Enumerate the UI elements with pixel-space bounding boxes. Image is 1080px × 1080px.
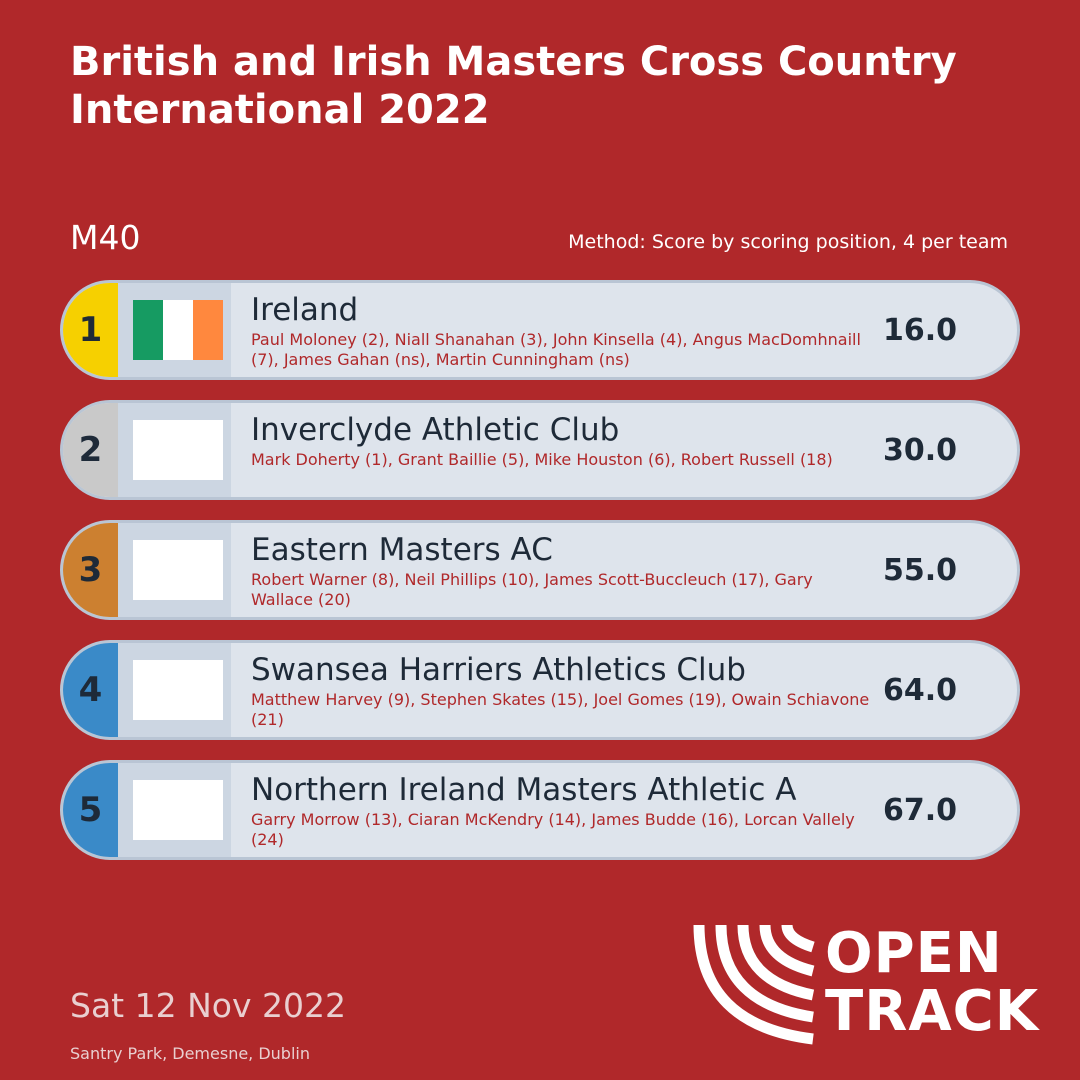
team-members: Matthew Harvey (9), Stephen Skates (15),… <box>251 690 870 729</box>
blank-flag-icon <box>133 780 223 840</box>
opentrack-logo-icon <box>693 925 815 1045</box>
team-members: Garry Morrow (13), Ciaran McKendry (14),… <box>251 810 855 849</box>
ireland-flag-icon <box>133 300 223 360</box>
team-row: 2 Inverclyde Athletic Club Mark Doherty … <box>60 400 1020 500</box>
team-score: 55.0 <box>883 552 958 588</box>
logo-text: OPEN TRACK <box>825 925 1039 1041</box>
team-score: 16.0 <box>883 312 958 348</box>
team-row: 4 Swansea Harriers Athletics Club Matthe… <box>60 640 1020 740</box>
team-name: Northern Ireland Masters Athletic A <box>251 772 797 808</box>
team-row: 1 Ireland Paul Moloney (2), Niall Shanah… <box>60 280 1020 380</box>
flag-area <box>118 643 231 737</box>
rank-badge: 3 <box>63 523 118 617</box>
team-name: Inverclyde Athletic Club <box>251 412 620 448</box>
blank-flag-icon <box>133 420 223 480</box>
flag-area <box>118 763 231 857</box>
team-name: Eastern Masters AC <box>251 532 553 568</box>
team-members: Robert Warner (8), Neil Phillips (10), J… <box>251 570 813 609</box>
team-members: Paul Moloney (2), Niall Shanahan (3), Jo… <box>251 330 861 369</box>
team-name: Ireland <box>251 292 359 328</box>
flag-area <box>118 403 231 497</box>
scoring-method: Method: Score by scoring position, 4 per… <box>568 231 1008 253</box>
rank-badge: 1 <box>63 283 118 377</box>
team-row: 5 Northern Ireland Masters Athletic A Ga… <box>60 760 1020 860</box>
team-score: 30.0 <box>883 432 958 468</box>
team-members: Mark Doherty (1), Grant Baillie (5), Mik… <box>251 450 833 469</box>
team-row: 3 Eastern Masters AC Robert Warner (8), … <box>60 520 1020 620</box>
logo-line-open: OPEN <box>825 921 1003 986</box>
logo-line-track: TRACK <box>825 979 1040 1044</box>
opentrack-logo: OPEN TRACK <box>693 925 1053 1045</box>
flag-area <box>118 523 231 617</box>
page-title: British and Irish Masters Cross Country … <box>70 39 957 133</box>
team-score: 67.0 <box>883 792 958 828</box>
rank-badge: 4 <box>63 643 118 737</box>
flag-area <box>118 283 231 377</box>
blank-flag-icon <box>133 540 223 600</box>
rank-badge: 2 <box>63 403 118 497</box>
event-date: Sat 12 Nov 2022 <box>70 986 346 1025</box>
event-venue: Santry Park, Demesne, Dublin <box>70 1044 310 1063</box>
team-name: Swansea Harriers Athletics Club <box>251 652 746 688</box>
category-label: M40 <box>70 218 141 257</box>
team-score: 64.0 <box>883 672 958 708</box>
blank-flag-icon <box>133 660 223 720</box>
rank-badge: 5 <box>63 763 118 857</box>
